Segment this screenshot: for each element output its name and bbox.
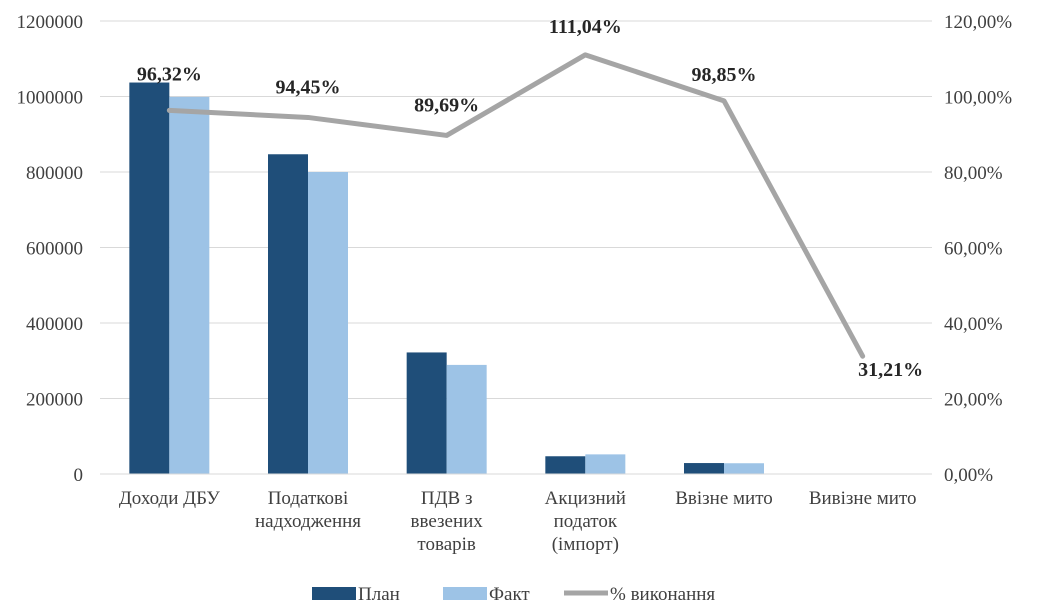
- legend-label-fact: Факт: [489, 584, 530, 605]
- y-right-tick-label: 120,00%: [944, 12, 1012, 33]
- bar-plan: [406, 352, 447, 474]
- y-left-tick-label: 800000: [26, 163, 83, 184]
- line-percent-completion: [166, 52, 866, 359]
- data-label-percent: 31,21%: [858, 359, 923, 381]
- bar-fact: [585, 454, 626, 474]
- category-label: Податкові: [268, 488, 349, 509]
- y-right-tick-label: 20,00%: [944, 390, 1003, 411]
- bar-plan: [545, 456, 586, 474]
- y-left-tick-label: 600000: [26, 239, 83, 260]
- y-right-tick-label: 40,00%: [944, 314, 1003, 335]
- y-right-tick-label: 60,00%: [944, 239, 1003, 260]
- category-label: Акцизний: [545, 488, 626, 509]
- y-left-tick-label: 400000: [26, 314, 83, 335]
- category-label: Доходи ДБУ: [119, 488, 221, 509]
- bar-plan: [268, 154, 308, 474]
- data-label-percent: 98,85%: [692, 64, 757, 86]
- bar-plan: [684, 463, 724, 474]
- bar-fact: [446, 364, 487, 474]
- y-right-tick-label: 100,00%: [944, 88, 1012, 109]
- legend-label-percent: % виконання: [610, 584, 715, 605]
- category-label: податок: [554, 511, 618, 532]
- category-label: товарів: [417, 534, 475, 555]
- category-label: ввезених: [411, 511, 484, 532]
- data-label-percent: 89,69%: [414, 94, 479, 116]
- y-left-tick-label: 1000000: [17, 88, 84, 109]
- legend-swatch-fact: [443, 587, 487, 600]
- legend-swatch-plan: [312, 587, 356, 600]
- data-label-percent: 111,04%: [549, 16, 622, 38]
- category-label: Вивізне мито: [809, 488, 917, 509]
- bar-fact: [169, 96, 210, 474]
- bar-fact: [724, 463, 764, 474]
- bar-plan: [129, 82, 170, 474]
- y-left-tick-label: 200000: [26, 390, 83, 411]
- category-label: (імпорт): [552, 534, 619, 555]
- legend-label-plan: План: [358, 584, 400, 605]
- y-right-tick-label: 0,00%: [944, 465, 993, 486]
- y-left-tick-label: 0: [74, 465, 84, 486]
- data-label-percent: 94,45%: [276, 76, 341, 98]
- bar-fact: [308, 172, 348, 474]
- data-label-percent: 96,32%: [137, 63, 202, 85]
- y-right-tick-label: 80,00%: [944, 163, 1003, 184]
- category-label: ПДВ з: [421, 488, 473, 509]
- y-left-tick-label: 1200000: [17, 12, 84, 33]
- category-label: Ввізне мито: [675, 488, 773, 509]
- category-label: надходження: [255, 511, 361, 532]
